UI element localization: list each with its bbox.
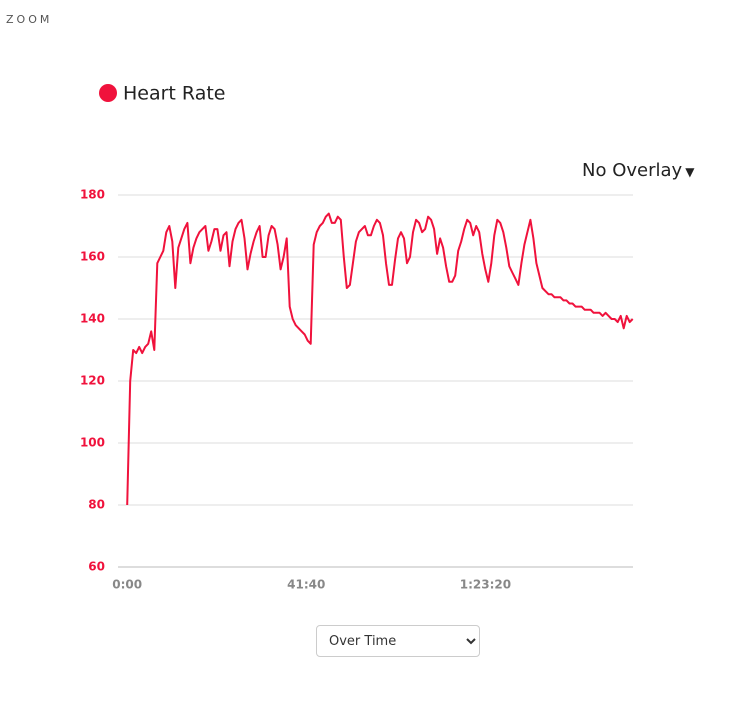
y-tick-label: 140 <box>80 312 105 326</box>
zoom-button[interactable]: ZOOM <box>6 13 53 26</box>
line <box>126 212 634 506</box>
x-tick-label: 1:23:20 <box>460 578 511 592</box>
overlay-label: No Overlay <box>582 160 683 181</box>
x-tick-label: 41:40 <box>287 578 325 592</box>
x-tick-label: 0:00 <box>112 578 142 592</box>
legend-swatch <box>99 84 117 102</box>
overlay-dropdown[interactable]: No Overlay ▼ <box>582 160 694 181</box>
y-tick-label: 60 <box>88 560 105 574</box>
view-select[interactable]: Over Time <box>316 625 480 657</box>
y-tick-label: 100 <box>80 436 105 450</box>
y-tick-label: 120 <box>80 374 105 388</box>
y-tick-label: 80 <box>88 498 105 512</box>
legend-label: Heart Rate <box>123 83 226 105</box>
dropdown-arrow: ▼ <box>685 165 695 179</box>
y-tick-label: 160 <box>80 250 105 264</box>
y-tick-label: 180 <box>80 188 105 202</box>
